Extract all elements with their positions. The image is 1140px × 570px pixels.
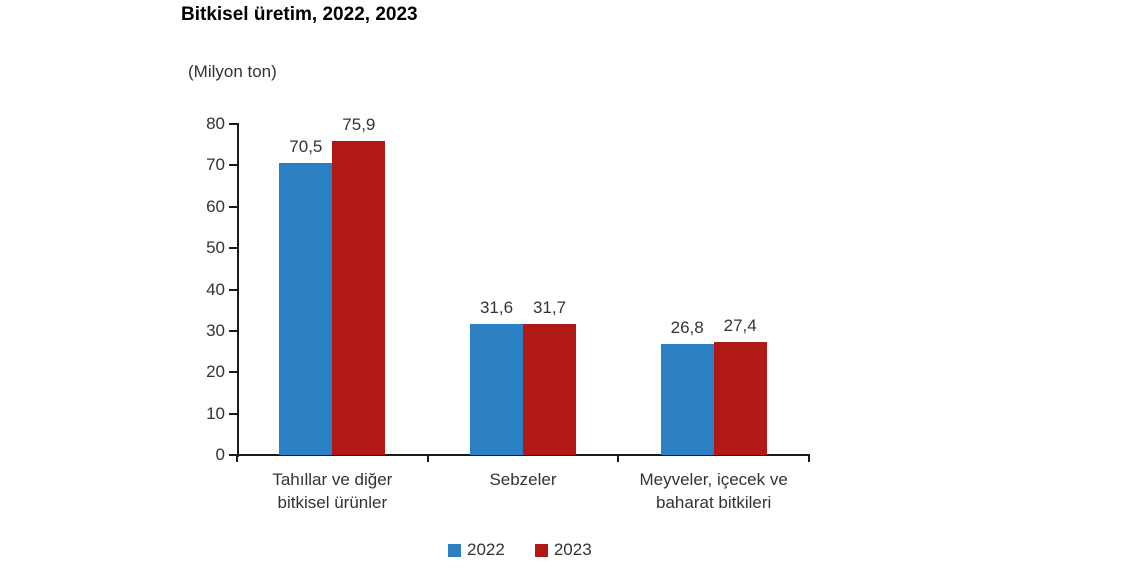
x-axis-line [236,454,810,456]
category-label-line: Meyveler, içecek ve [639,470,788,489]
y-tick-label: 50 [206,238,225,258]
bar-2023-1 [332,140,386,455]
x-tick-mark [426,455,429,462]
category-label-line: baharat bitkileri [656,493,772,512]
category-label-line: Sebzeler [489,470,557,489]
x-tick-mark [236,455,238,462]
bar-value-label-2022-2: 31,6 [479,298,514,318]
y-tick-mark [229,247,237,250]
y-axis-line [237,123,239,457]
bar-2022-2 [470,324,523,455]
bar-value-label-2022-1: 70,5 [289,137,323,157]
legend-item-2023: 2023 [534,540,592,560]
chart-title: Bitkisel üretim, 2022, 2023 [181,4,418,25]
y-tick-mark [229,454,237,456]
axis-unit-label: (Milyon ton) [188,62,277,81]
y-tick-label: 80 [206,114,225,133]
y-tick-label: 30 [206,320,225,340]
category-label-line: Tahıllar ve diğer [272,470,393,489]
legend-label-2022: 2022 [467,540,505,559]
legend-label-2023: 2023 [553,540,592,559]
bar-2023-2 [523,323,576,455]
y-tick-label: 20 [206,362,225,382]
legend-swatch-2023 [534,543,548,557]
y-tick-label: 0 [215,445,225,464]
y-tick-label: 10 [206,403,225,423]
category-label-2: Sebzeler [407,468,639,491]
y-tick-mark [229,288,237,291]
y-tick-mark [229,205,237,208]
bar-2022-3 [660,344,714,455]
category-label-1: Tahıllar ve diğer bitkisel ürünler [216,468,448,514]
y-tick-mark [229,123,237,125]
x-tick-mark [617,455,620,462]
x-tick-mark [808,455,810,462]
y-tick-mark [229,164,237,167]
legend-swatch-2022 [448,543,461,557]
y-tick-label: 70 [206,155,225,175]
bar-value-label-2023-1: 75,9 [342,114,376,134]
y-tick-mark [229,329,237,332]
bar-2023-3 [713,341,767,455]
legend: 2022 2023 [448,540,592,560]
bar-2022-1 [279,163,333,455]
legend-item-2022: 2022 [448,540,505,560]
category-label-line: bitkisel ürünler [277,493,388,512]
bar-value-label-2022-3: 26,8 [670,318,704,338]
bar-value-label-2023-2: 31,7 [532,297,567,317]
y-tick-label: 60 [206,196,225,216]
y-tick-label: 40 [206,279,225,299]
category-label-3: Meyveler, içecek ve baharat bitkileri [598,468,830,514]
y-tick-mark [229,371,237,374]
bar-value-label-2023-3: 27,4 [723,315,757,335]
y-tick-mark [229,412,237,415]
